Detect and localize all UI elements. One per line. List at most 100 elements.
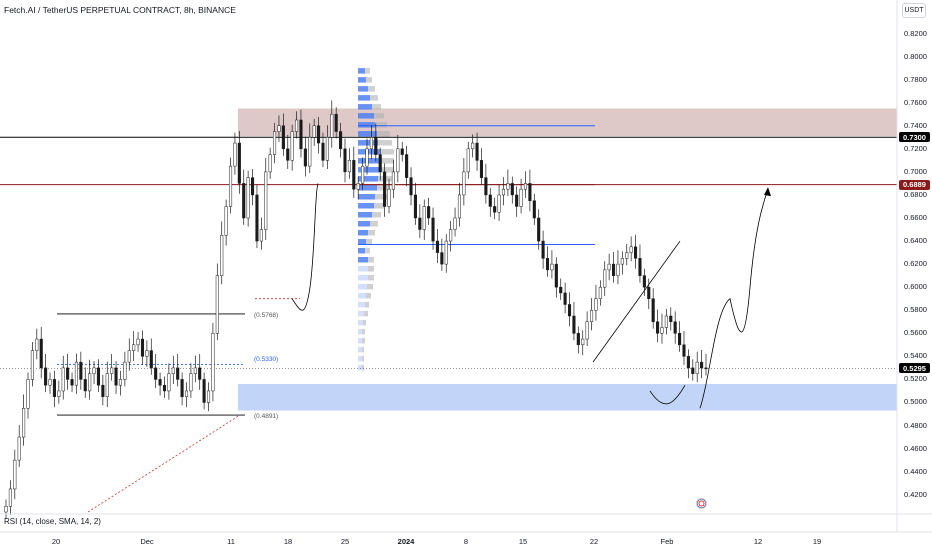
candle-body — [347, 160, 351, 173]
price-tick: 0.5400 — [904, 351, 927, 361]
price-tick: 0.4800 — [904, 420, 927, 430]
candle-body — [497, 194, 501, 213]
us-flag-event-icon[interactable] — [696, 498, 707, 509]
candle-body — [26, 379, 30, 409]
price-tick: 0.4600 — [904, 443, 927, 453]
candle-body — [149, 350, 153, 369]
candle-body — [585, 321, 589, 340]
price-badge: 0.5295 — [899, 363, 930, 374]
candle-body — [281, 125, 285, 150]
candle-body — [79, 361, 83, 380]
profile-bar-blue — [358, 194, 375, 200]
candle-body — [449, 229, 453, 242]
price-tick: 0.4200 — [904, 489, 927, 499]
axes — [0, 0, 932, 533]
rsi-indicator-label[interactable]: RSI (14, close, SMA, 14, 2) — [4, 517, 101, 526]
candle-body — [532, 200, 536, 219]
currency-button[interactable]: USDT — [902, 3, 926, 18]
candle-body — [321, 142, 325, 161]
forecast-curve-1 — [291, 183, 319, 311]
date-tick: 12 — [753, 537, 763, 546]
profile-bar-gray — [374, 203, 384, 209]
price-tick: 0.7800 — [904, 74, 927, 84]
candle-body — [700, 361, 704, 369]
candle-body — [127, 350, 131, 363]
profile-bar-blue — [358, 158, 380, 164]
candle-body — [92, 367, 96, 374]
profile-bar-gray — [368, 256, 374, 263]
candle-body — [409, 177, 413, 196]
supply-zone — [238, 108, 897, 137]
candle-body — [268, 154, 272, 173]
profile-bar-gray — [368, 229, 375, 236]
candle-body — [101, 384, 105, 397]
candle-body — [550, 263, 554, 271]
candle-body — [515, 194, 519, 207]
candle-body — [418, 217, 422, 230]
candle-body — [233, 142, 237, 167]
forecast-curve-2 — [649, 189, 769, 409]
candles-layer — [4, 100, 708, 519]
candle-body — [48, 379, 52, 386]
profile-bar-blue — [358, 77, 366, 83]
candle-body — [295, 119, 299, 132]
candle-body — [17, 436, 21, 461]
candle-body — [140, 338, 145, 357]
profile-bar-blue — [358, 185, 377, 191]
profile-bar-gray — [362, 328, 365, 335]
profile-bar-blue — [358, 167, 380, 173]
profile-bar-gray — [363, 319, 366, 326]
candle-body — [369, 137, 373, 150]
candle-body — [378, 154, 382, 173]
level-annotation: (0.5768) — [254, 311, 279, 319]
profile-bar-blue — [358, 238, 366, 245]
candle-body — [537, 217, 541, 242]
candle-body — [228, 165, 233, 207]
date-tick: 20 — [51, 537, 61, 546]
candle-body — [237, 142, 241, 184]
candle-body — [339, 131, 343, 150]
candle-body — [611, 263, 616, 276]
candle-body — [642, 275, 646, 288]
candle-body — [422, 206, 426, 230]
candle-body — [598, 286, 602, 299]
candle-body — [466, 148, 470, 173]
candle-body — [554, 263, 558, 288]
profile-bar-blue — [358, 229, 368, 236]
price-tick: 0.7400 — [904, 120, 927, 130]
price-tick: 0.7000 — [904, 166, 927, 176]
profile-bar-gray — [362, 355, 364, 362]
candle-body — [70, 379, 74, 386]
profile-bar-gray — [378, 140, 392, 146]
candle-body — [61, 367, 65, 392]
candle-body — [510, 183, 514, 196]
volume-profile — [358, 68, 394, 371]
candle-body — [391, 171, 395, 190]
profile-bar-gray — [370, 95, 378, 101]
profile-bar-gray — [380, 158, 394, 164]
candle-body — [250, 177, 255, 196]
candle-body — [673, 321, 677, 334]
candle-body — [83, 379, 87, 392]
profile-bar-gray — [374, 113, 384, 119]
profile-bar-blue — [358, 149, 380, 155]
profile-bar-gray — [366, 238, 372, 245]
profile-bar-gray — [380, 149, 394, 155]
profile-bar-gray — [365, 301, 369, 308]
candle-body — [343, 148, 347, 173]
candle-body — [682, 344, 686, 357]
candle-body — [656, 321, 660, 334]
candle-body — [704, 367, 708, 370]
profile-bar-blue — [358, 364, 362, 371]
candle-body — [96, 367, 101, 386]
forecast-arrowhead — [764, 187, 771, 197]
profile-bar-blue — [358, 256, 368, 263]
candle-body — [22, 407, 26, 438]
dashed-trend-line — [87, 414, 241, 513]
candle-body — [198, 367, 202, 380]
candle-body — [528, 183, 532, 201]
profile-bar-blue — [358, 212, 372, 218]
profile-bar-gray — [377, 131, 390, 137]
profile-bar-gray — [375, 122, 387, 128]
